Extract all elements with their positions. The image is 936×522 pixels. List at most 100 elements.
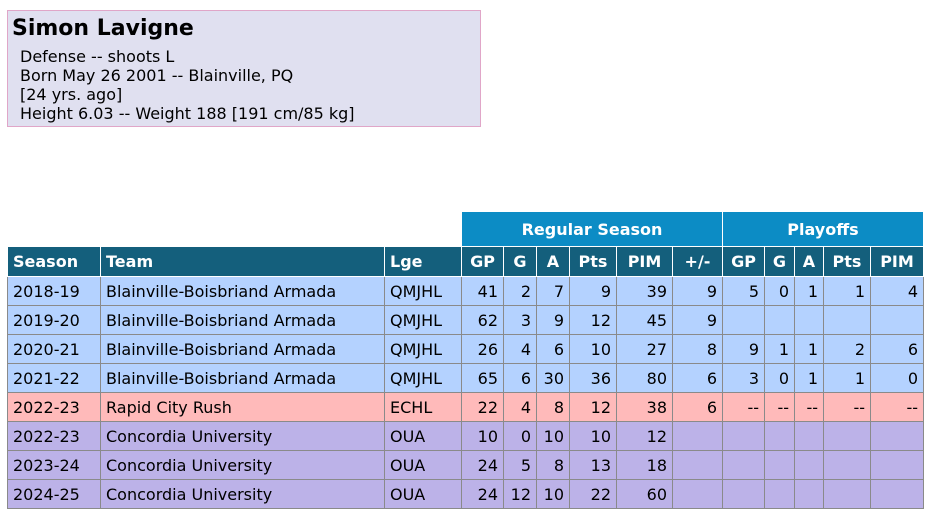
age-line: [24 yrs. ago] <box>20 85 123 104</box>
table-row: 2024-25 Concordia University OUA 24 12 1… <box>7 479 924 509</box>
playoff-a-cell <box>794 421 824 451</box>
g-cell: 5 <box>503 450 537 480</box>
playoff-gp-cell: 3 <box>722 363 765 393</box>
gp-cell: 26 <box>461 334 504 364</box>
pim-cell: 38 <box>616 392 673 422</box>
team-cell: Blainville-Boisbriand Armada <box>100 305 385 335</box>
pts-cell: 10 <box>569 421 617 451</box>
league-cell: QMJHL <box>384 305 462 335</box>
player-name: Simon Lavigne <box>12 16 194 41</box>
plus-minus-cell: 9 <box>672 305 723 335</box>
plus-minus-cell: 6 <box>672 392 723 422</box>
playoff-pim-cell <box>870 421 924 451</box>
size-line: Height 6.03 -- Weight 188 [191 cm/85 kg] <box>20 104 355 123</box>
playoff-pim-cell: 6 <box>870 334 924 364</box>
playoff-gp-cell: 9 <box>722 334 765 364</box>
league-cell: QMJHL <box>384 334 462 364</box>
playoff-pim-cell: 0 <box>870 363 924 393</box>
team-cell: Blainville-Boisbriand Armada <box>100 363 385 393</box>
plus-minus-cell: 6 <box>672 363 723 393</box>
table-row: 2022-23 Concordia University OUA 10 0 10… <box>7 421 924 451</box>
playoff-pts-cell <box>823 421 871 451</box>
gp-cell: 41 <box>461 276 504 306</box>
column-header-row: Season Team Lge GP G A Pts PIM +/- GP G … <box>7 246 924 277</box>
col-g: G <box>503 246 537 277</box>
playoff-g-cell: 0 <box>764 363 795 393</box>
a-cell: 9 <box>536 305 570 335</box>
playoff-a-cell <box>794 305 824 335</box>
col-playoff-pim: PIM <box>870 246 924 277</box>
plus-minus-cell: 8 <box>672 334 723 364</box>
playoff-pim-cell <box>870 305 924 335</box>
team-cell: Concordia University <box>100 450 385 480</box>
playoff-pts-cell: 1 <box>823 363 871 393</box>
table-row: 2019-20 Blainville-Boisbriand Armada QMJ… <box>7 305 924 335</box>
season-cell: 2023-24 <box>7 450 101 480</box>
playoff-g-cell <box>764 421 795 451</box>
g-cell: 2 <box>503 276 537 306</box>
pim-cell: 80 <box>616 363 673 393</box>
a-cell: 10 <box>536 421 570 451</box>
col-plus-minus: +/- <box>672 246 723 277</box>
playoff-pts-cell <box>823 305 871 335</box>
gp-cell: 65 <box>461 363 504 393</box>
plus-minus-cell <box>672 479 723 509</box>
playoff-g-cell <box>764 450 795 480</box>
col-season: Season <box>7 246 101 277</box>
playoff-g-cell: 1 <box>764 334 795 364</box>
playoff-pim-cell: 4 <box>870 276 924 306</box>
pts-cell: 9 <box>569 276 617 306</box>
playoff-a-cell: 1 <box>794 276 824 306</box>
season-cell: 2019-20 <box>7 305 101 335</box>
a-cell: 10 <box>536 479 570 509</box>
plus-minus-cell: 9 <box>672 276 723 306</box>
col-team: Team <box>100 246 385 277</box>
pim-cell: 12 <box>616 421 673 451</box>
team-cell: Blainville-Boisbriand Armada <box>100 334 385 364</box>
team-cell: Concordia University <box>100 421 385 451</box>
playoff-pts-cell: 1 <box>823 276 871 306</box>
stats-table: Regular Season Playoffs Season Team Lge … <box>7 211 924 509</box>
pim-cell: 18 <box>616 450 673 480</box>
plus-minus-cell <box>672 421 723 451</box>
pim-cell: 60 <box>616 479 673 509</box>
player-info-box: Simon Lavigne Defense -- shoots L Born M… <box>7 10 481 127</box>
g-cell: 4 <box>503 334 537 364</box>
playoff-a-cell <box>794 450 824 480</box>
pts-cell: 22 <box>569 479 617 509</box>
season-cell: 2024-25 <box>7 479 101 509</box>
playoff-pts-cell <box>823 450 871 480</box>
col-pim: PIM <box>616 246 673 277</box>
season-cell: 2022-23 <box>7 421 101 451</box>
playoff-g-cell <box>764 479 795 509</box>
pts-cell: 12 <box>569 392 617 422</box>
col-playoff-g: G <box>764 246 795 277</box>
table-row: 2018-19 Blainville-Boisbriand Armada QMJ… <box>7 276 924 306</box>
pim-cell: 27 <box>616 334 673 364</box>
table-row: 2022-23 Rapid City Rush ECHL 22 4 8 12 3… <box>7 392 924 422</box>
a-cell: 8 <box>536 392 570 422</box>
league-cell: OUA <box>384 479 462 509</box>
team-cell: Rapid City Rush <box>100 392 385 422</box>
pts-cell: 36 <box>569 363 617 393</box>
playoff-g-cell: -- <box>764 392 795 422</box>
col-gp: GP <box>461 246 504 277</box>
playoff-pim-cell <box>870 479 924 509</box>
col-league: Lge <box>384 246 462 277</box>
playoff-gp-cell: 5 <box>722 276 765 306</box>
g-cell: 3 <box>503 305 537 335</box>
g-cell: 4 <box>503 392 537 422</box>
g-cell: 6 <box>503 363 537 393</box>
col-a: A <box>536 246 570 277</box>
table-row: 2023-24 Concordia University OUA 24 5 8 … <box>7 450 924 480</box>
gp-cell: 22 <box>461 392 504 422</box>
league-cell: QMJHL <box>384 363 462 393</box>
season-cell: 2021-22 <box>7 363 101 393</box>
playoff-g-cell: 0 <box>764 276 795 306</box>
a-cell: 8 <box>536 450 570 480</box>
born-line: Born May 26 2001 -- Blainville, PQ <box>20 66 294 85</box>
league-cell: ECHL <box>384 392 462 422</box>
playoff-gp-cell <box>722 450 765 480</box>
pts-cell: 13 <box>569 450 617 480</box>
playoff-gp-cell: -- <box>722 392 765 422</box>
